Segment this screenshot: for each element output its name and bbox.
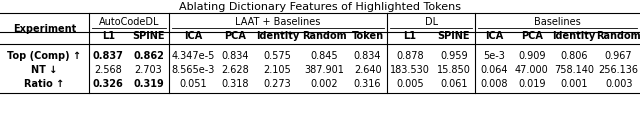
Text: 5e-3: 5e-3 bbox=[483, 51, 505, 61]
Text: Ablating Dictionary Features of Highlighted Tokens: Ablating Dictionary Features of Highligh… bbox=[179, 2, 461, 12]
Text: 0.575: 0.575 bbox=[264, 51, 291, 61]
Text: Ratio ↑: Ratio ↑ bbox=[24, 79, 65, 89]
Text: NT ↓: NT ↓ bbox=[31, 65, 58, 75]
Text: Experiment: Experiment bbox=[13, 24, 76, 34]
Text: 0.064: 0.064 bbox=[480, 65, 508, 75]
Text: 256.136: 256.136 bbox=[598, 65, 639, 75]
Text: 0.051: 0.051 bbox=[179, 79, 207, 89]
Text: 0.316: 0.316 bbox=[354, 79, 381, 89]
Text: 0.273: 0.273 bbox=[264, 79, 291, 89]
Text: 0.806: 0.806 bbox=[560, 51, 588, 61]
Text: Random: Random bbox=[596, 31, 640, 41]
Text: PCA: PCA bbox=[225, 31, 246, 41]
Text: 0.834: 0.834 bbox=[221, 51, 249, 61]
Text: SPINE: SPINE bbox=[438, 31, 470, 41]
Text: 2.105: 2.105 bbox=[264, 65, 291, 75]
Text: Random: Random bbox=[302, 31, 346, 41]
Text: DL: DL bbox=[424, 17, 438, 27]
Text: Identity: Identity bbox=[552, 31, 596, 41]
Text: 0.878: 0.878 bbox=[396, 51, 424, 61]
Text: 0.845: 0.845 bbox=[310, 51, 338, 61]
Text: Token: Token bbox=[351, 31, 383, 41]
Text: 0.318: 0.318 bbox=[221, 79, 249, 89]
Text: 0.019: 0.019 bbox=[518, 79, 545, 89]
Text: 0.061: 0.061 bbox=[440, 79, 467, 89]
Text: Baselines: Baselines bbox=[534, 17, 581, 27]
Text: PCA: PCA bbox=[521, 31, 543, 41]
Text: 8.565e-3: 8.565e-3 bbox=[171, 65, 214, 75]
Text: 0.862: 0.862 bbox=[133, 51, 164, 61]
Text: 0.002: 0.002 bbox=[310, 79, 338, 89]
Text: 0.959: 0.959 bbox=[440, 51, 468, 61]
Text: 183.530: 183.530 bbox=[390, 65, 430, 75]
Text: Identity: Identity bbox=[256, 31, 299, 41]
Text: 2.703: 2.703 bbox=[134, 65, 163, 75]
Text: AutoCodeDL: AutoCodeDL bbox=[99, 17, 159, 27]
Text: 0.319: 0.319 bbox=[133, 79, 164, 89]
Text: 0.005: 0.005 bbox=[396, 79, 424, 89]
Text: L1: L1 bbox=[403, 31, 417, 41]
Text: 0.834: 0.834 bbox=[354, 51, 381, 61]
Text: 4.347e-5: 4.347e-5 bbox=[171, 51, 214, 61]
Text: 2.640: 2.640 bbox=[354, 65, 381, 75]
Text: 2.568: 2.568 bbox=[95, 65, 122, 75]
Text: 0.008: 0.008 bbox=[480, 79, 508, 89]
Text: Top (Comp) ↑: Top (Comp) ↑ bbox=[7, 51, 81, 61]
Text: 0.909: 0.909 bbox=[518, 51, 545, 61]
Text: 47.000: 47.000 bbox=[515, 65, 548, 75]
Text: 0.003: 0.003 bbox=[605, 79, 632, 89]
Text: 2.628: 2.628 bbox=[221, 65, 250, 75]
Text: SPINE: SPINE bbox=[132, 31, 164, 41]
Text: 387.901: 387.901 bbox=[304, 65, 344, 75]
Text: 0.967: 0.967 bbox=[605, 51, 632, 61]
Text: 0.001: 0.001 bbox=[560, 79, 588, 89]
Text: ICA: ICA bbox=[485, 31, 503, 41]
Text: 0.326: 0.326 bbox=[93, 79, 124, 89]
Text: LAAT + Baselines: LAAT + Baselines bbox=[236, 17, 321, 27]
Text: 15.850: 15.850 bbox=[437, 65, 470, 75]
Text: 0.837: 0.837 bbox=[93, 51, 124, 61]
Text: ICA: ICA bbox=[184, 31, 202, 41]
Text: L1: L1 bbox=[102, 31, 115, 41]
Text: 758.140: 758.140 bbox=[554, 65, 594, 75]
